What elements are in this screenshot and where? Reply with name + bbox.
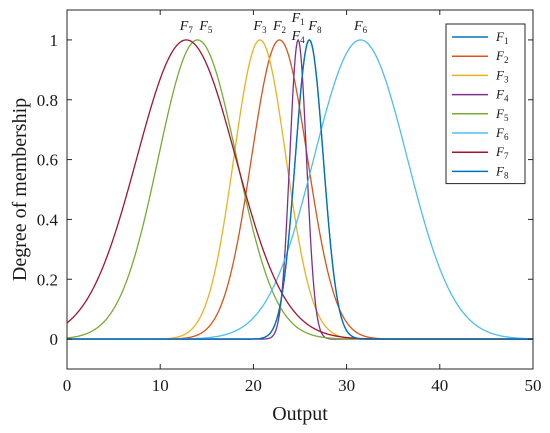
legend-label-f4: F4 xyxy=(495,87,509,104)
peak-label-f6: F6 xyxy=(353,19,368,35)
legend-label-f6: F6 xyxy=(495,125,509,142)
series-line-f8 xyxy=(67,39,533,340)
peak-label-f5: F5 xyxy=(198,19,213,35)
x-tick-label: 40 xyxy=(431,376,448,395)
legend: F1 F2 F3 F4 F5 F6 F7 F8 xyxy=(445,23,526,185)
y-tick-label: 0 xyxy=(50,330,59,349)
x-tick-label: 20 xyxy=(245,376,262,395)
x-tick-label: 30 xyxy=(338,376,355,395)
y-tick-label: 1 xyxy=(50,31,59,50)
peak-label-f2: F2 xyxy=(272,19,286,35)
peak-label-f4: F4 xyxy=(291,29,306,45)
legend-label-f2: F2 xyxy=(495,48,508,65)
plot-frame xyxy=(66,9,534,370)
series-curves xyxy=(66,38,534,340)
y-tick-label: 0.6 xyxy=(37,151,58,170)
legend-label-f5: F5 xyxy=(495,106,509,123)
legend-label-f3: F3 xyxy=(495,67,509,84)
y-tick-label: 0.4 xyxy=(37,210,59,229)
x-tick-label: 50 xyxy=(525,376,542,395)
peak-label-f1: F1 xyxy=(291,11,305,27)
y-tick-label: 0.2 xyxy=(37,270,58,289)
x-tick-label: 0 xyxy=(63,376,72,395)
x-axis-label: Output xyxy=(272,403,328,425)
legend-label-f8: F8 xyxy=(495,163,509,180)
legend-label-f7: F7 xyxy=(495,144,509,161)
peak-label-f7: F7 xyxy=(179,19,194,35)
x-tick-label: 10 xyxy=(152,376,169,395)
legend-box xyxy=(445,23,526,185)
y-axis-label: Degree of membership xyxy=(9,98,31,281)
peak-label-f8: F8 xyxy=(307,19,322,35)
axes: 0 10 20 30 40 50 0 0.2 0.4 0.6 0.8 1 xyxy=(37,9,542,395)
y-tick-label: 0.8 xyxy=(37,91,58,110)
legend-label-f1: F1 xyxy=(495,29,508,46)
peak-label-f3: F3 xyxy=(252,19,267,35)
